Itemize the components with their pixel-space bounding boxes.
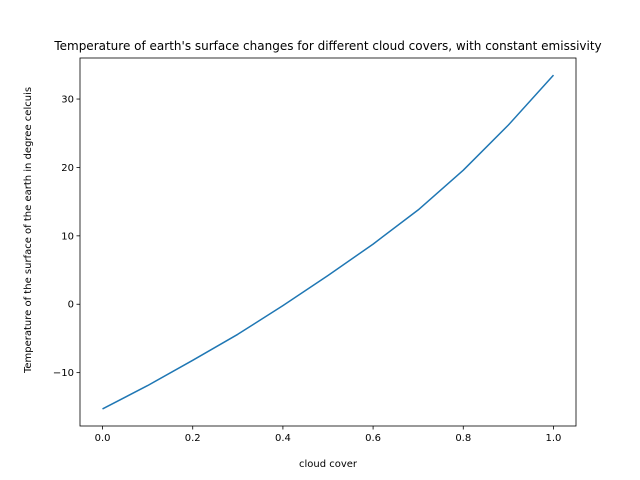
- x-tick-label-0: 0.0: [95, 433, 111, 444]
- chart-title: Temperature of earth's surface changes f…: [53, 39, 601, 53]
- y-tick-label-0: −10: [53, 368, 74, 379]
- x-tick-label-5: 1.0: [546, 433, 562, 444]
- x-tick-label-2: 0.4: [275, 433, 291, 444]
- y-tick-label-2: 10: [61, 231, 74, 242]
- y-tick-label-4: 30: [61, 95, 74, 106]
- x-axis-label: cloud cover: [299, 459, 358, 470]
- plot-area: 0.0 0.2 0.4 0.6 0.8 1.0 −10 0 10 20 30: [53, 57, 577, 444]
- x-tick-label-1: 0.2: [185, 433, 201, 444]
- x-tick-label-4: 0.8: [455, 433, 471, 444]
- y-tick-label-3: 20: [61, 163, 74, 174]
- axes-frame: [79, 57, 577, 427]
- series-line-0: [102, 74, 555, 410]
- x-tick-label-3: 0.6: [365, 433, 381, 444]
- y-tick-label-1: 0: [68, 300, 74, 311]
- y-axis-label: Temperature of the surface of the earth …: [23, 87, 34, 374]
